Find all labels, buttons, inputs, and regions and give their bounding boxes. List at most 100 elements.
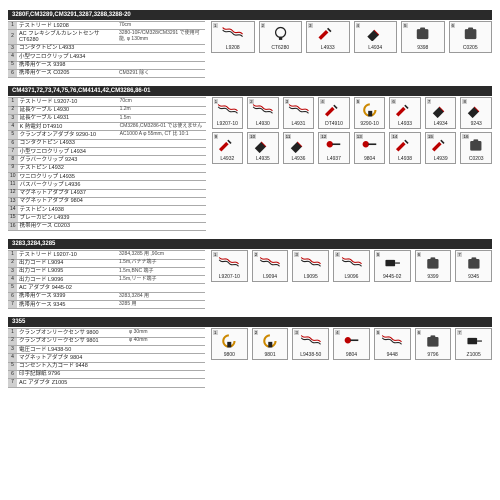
row-number: 1	[8, 98, 18, 106]
thumb-tag: 6	[417, 252, 422, 257]
thumb-tag: 6	[417, 330, 422, 335]
table-row: 7AC アダプタ Z1005	[8, 379, 205, 387]
row-name: 小型ワニロクリップ L4934	[18, 148, 118, 156]
table-row: 3延長ケーブル L49311.5m	[8, 114, 206, 122]
clip-icon	[355, 21, 397, 45]
row-number: 3	[8, 44, 17, 52]
table-row: 9テストピン L4932	[8, 164, 206, 172]
product-thumb: 7Z1005	[455, 328, 492, 360]
thumb-label: 9345	[456, 274, 491, 281]
row-desc: AC1000 A φ 55mm, CT 比 10:1	[118, 131, 206, 139]
thumb-label: 9398	[402, 45, 444, 52]
product-thumb: 4L4934	[354, 21, 398, 53]
row-name: 電圧コード L9438-50	[17, 346, 127, 354]
row-desc	[118, 206, 206, 214]
row-desc	[117, 61, 205, 69]
thumb-label: Z1005	[456, 352, 491, 359]
row-name: コンタクトピン L4933	[17, 44, 117, 52]
row-number: 5	[8, 362, 17, 370]
row-desc	[127, 370, 205, 378]
thumb-label: L9208	[212, 45, 254, 52]
row-name: バスバークリップ L4936	[18, 181, 118, 189]
thumb-label: C0203	[461, 156, 491, 163]
thumb-grid: 1L9207-102L49303L49314DT491059290-106L49…	[212, 97, 492, 231]
table-row: 1テストリード L920870cm	[8, 22, 205, 30]
row-desc: 3285 用	[117, 301, 205, 309]
thumb-tag: 4	[320, 99, 325, 104]
thumb-tag: 3	[294, 252, 299, 257]
row-desc: φ 40mm	[127, 337, 205, 345]
product-thumb: 15L4939	[425, 132, 457, 164]
product-thumb: 6C0205	[449, 21, 493, 53]
row-name: テストピン L4938	[18, 206, 118, 214]
thumb-label: L4932	[213, 156, 243, 163]
thumb-tag: 3	[285, 99, 290, 104]
section-header: 3280F,CM3289,CM3291,3287,3288,3288-20	[8, 10, 492, 20]
case-icon	[450, 21, 492, 45]
row-number: 16	[8, 222, 18, 230]
product-thumb: 3L9438-50	[292, 328, 329, 360]
thumb-label: 9445-02	[375, 274, 410, 281]
row-desc: 3280-10F/CM328/CM3291 で使用可能, φ 130mm	[117, 30, 205, 45]
product-thumb: 3L4933	[306, 21, 350, 53]
row-number: 5	[8, 61, 17, 69]
product-thumb: 89243	[460, 97, 492, 129]
row-number: 1	[8, 22, 17, 30]
section-body: 1クランプオンリークセンサ 9800φ 30mm2クランプオンリークセンサ 98…	[8, 328, 492, 387]
row-name: 携帯用ケース 9399	[17, 292, 117, 300]
thumb-label: L4933	[390, 121, 420, 128]
row-number: 9	[8, 164, 18, 172]
row-number: 3	[8, 346, 17, 354]
thumb-label: L4931	[284, 121, 314, 128]
table-row: 3出力コード L90951.5m,BNC 端子	[8, 267, 205, 275]
row-name: 携帯用ケース 9398	[17, 61, 117, 69]
thumb-tag: 5	[403, 23, 408, 28]
row-name: テストリード L9208	[17, 22, 117, 30]
row-number: 4	[8, 53, 17, 61]
table-row: 5コンセント入力コード 9448	[8, 362, 205, 370]
product-thumb: 49804	[333, 328, 370, 360]
row-name: 携帯用ケース 9345	[17, 301, 117, 309]
thumb-grid: 1L9207-102L90943L90954L909659445-0269399…	[211, 250, 492, 309]
thumb-tag: 5	[376, 252, 381, 257]
table-row: 12マグネットアダプタ L4937	[8, 189, 206, 197]
thumb-tag: 1	[213, 23, 218, 28]
table-row: 6携帯用ケース C0205CM3291 除く	[8, 69, 205, 77]
row-desc	[118, 197, 206, 205]
thumb-tag: 2	[261, 23, 266, 28]
product-thumb: 4DT4910	[318, 97, 350, 129]
row-desc	[118, 222, 206, 230]
table-row: 6コンタクトピン L4933	[8, 139, 206, 147]
thumb-label: L4935	[248, 156, 278, 163]
row-name: コンセント入力コード 9448	[17, 362, 127, 370]
thumb-tag: 14	[391, 134, 398, 139]
row-number: 5	[8, 284, 17, 292]
row-number: 4	[8, 276, 17, 284]
row-name: マグネットアダプタ 9804	[17, 354, 127, 362]
row-name: 印字記録紙 9796	[17, 370, 127, 378]
row-name: テストリード L9207-10	[17, 251, 117, 259]
thumb-label: L4930	[248, 121, 278, 128]
table-row: 5携帯用ケース 9398	[8, 61, 205, 69]
row-name: 延長ケーブル L4930	[18, 106, 118, 114]
row-desc: 1.2m	[118, 106, 206, 114]
thumb-tag: 10	[249, 134, 256, 139]
row-number: 2	[8, 337, 17, 345]
row-name: 延長ケーブル L4931	[18, 114, 118, 122]
row-desc	[127, 354, 205, 362]
thumb-tag: 7	[457, 252, 462, 257]
row-number: 7	[8, 301, 17, 309]
table-row: 1テストリード L9207-1070cm	[8, 98, 206, 106]
row-number: 11	[8, 181, 18, 189]
row-desc	[118, 139, 206, 147]
thumb-label: 9448	[375, 352, 410, 359]
row-name: テストピン L4932	[18, 164, 118, 172]
row-desc: 1.5m,バナナ端子	[117, 259, 205, 267]
row-desc	[118, 164, 206, 172]
section: 3283,3284,32851テストリード L9207-103284,3285 …	[8, 239, 492, 309]
table-row: 15ブレーカピン L4939	[8, 214, 206, 222]
product-thumb: 1 L9208	[211, 21, 255, 53]
row-name: 小型ワニロクリップ L4934	[17, 53, 117, 61]
thumb-tag: 7	[427, 99, 432, 104]
row-number: 4	[8, 123, 18, 131]
